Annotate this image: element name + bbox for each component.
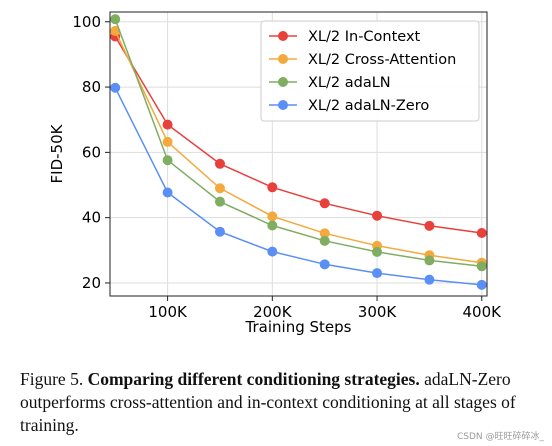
caption-label: Figure 5. — [20, 369, 84, 389]
x-tick-label: 300K — [358, 303, 398, 321]
series-xl-2-adaln-zero — [110, 82, 487, 290]
legend-item: XL/2 adaLN-Zero — [269, 98, 429, 114]
series-xl-2-in-context — [110, 31, 487, 238]
y-tick-label: 80 — [82, 78, 101, 96]
data-point — [214, 158, 225, 169]
series-line — [114, 30, 482, 264]
figure-caption: Figure 5. Comparing different conditioni… — [20, 368, 540, 437]
data-point — [319, 228, 330, 239]
x-tick-label: 100K — [148, 303, 188, 321]
watermark: CSDN @旺旺碎碎冰_ — [456, 432, 544, 442]
y-tick-label: 20 — [82, 274, 101, 292]
x-tick-label: 200K — [253, 303, 293, 321]
legend-box — [260, 20, 480, 122]
data-point — [372, 210, 383, 221]
axis-ticks: 100K 200K 300K 400K 20 40 60 80 100 — [72, 13, 502, 321]
legend-label: XL/2 adaLN — [308, 75, 391, 91]
data-point — [162, 187, 173, 198]
x-tick-label: 400K — [463, 303, 503, 321]
data-point — [214, 226, 225, 237]
legend-marker — [278, 31, 288, 41]
y-axis-label: FID-50K — [48, 123, 66, 183]
data-point — [476, 279, 487, 290]
data-point — [424, 274, 435, 285]
legend-marker — [278, 100, 288, 110]
series-xl-2-cross-attention — [110, 25, 487, 268]
legend: XL/2 In-Context XL/2 Cross-Attention XL/2 … — [260, 20, 480, 122]
legend-label: XL/2 adaLN-Zero — [308, 98, 429, 114]
series-line — [114, 18, 482, 268]
data-point — [319, 198, 330, 209]
data-point — [476, 227, 487, 238]
legend-item: XL/2 adaLN — [269, 75, 391, 91]
x-axis-label: Training Steps — [245, 318, 352, 336]
legend-label: XL/2 In-Context — [308, 29, 421, 45]
data-point — [267, 211, 278, 222]
caption-text: adaLN-Zero outperforms cross-attention a… — [20, 369, 516, 435]
series-xl-2-adaln — [110, 14, 487, 272]
data-point — [214, 196, 225, 207]
data-point — [424, 220, 435, 231]
y-tick-label: 40 — [82, 209, 101, 227]
data-point — [372, 246, 383, 257]
data-point — [267, 246, 278, 257]
data-point — [319, 235, 330, 246]
caption-bold: Comparing different conditioning strateg… — [87, 369, 420, 389]
y-tick-label: 60 — [82, 143, 101, 161]
data-point — [267, 182, 278, 193]
series-layer — [110, 14, 487, 290]
data-point — [162, 119, 173, 130]
data-point — [424, 255, 435, 266]
legend-label: XL/2 Cross-Attention — [308, 52, 456, 68]
fid-chart: 100K 200K 300K 400K 20 40 60 80 100 Training Ste… — [48, 11, 502, 336]
data-point — [110, 82, 121, 93]
data-point — [476, 261, 487, 272]
plot-frame — [109, 11, 488, 297]
series-line — [114, 87, 482, 286]
data-point — [319, 259, 330, 270]
data-point — [372, 268, 383, 279]
data-point — [267, 220, 278, 231]
y-tick-label: 100 — [72, 13, 101, 31]
legend-item: XL/2 Cross-Attention — [269, 52, 456, 68]
data-point — [162, 136, 173, 147]
legend-item: XL/2 In-Context — [269, 29, 421, 45]
data-point — [162, 155, 173, 166]
data-point — [110, 14, 121, 25]
legend-marker — [278, 54, 288, 64]
data-point — [110, 25, 121, 36]
data-point — [214, 183, 225, 194]
legend-marker — [278, 77, 288, 87]
series-line — [114, 36, 482, 234]
